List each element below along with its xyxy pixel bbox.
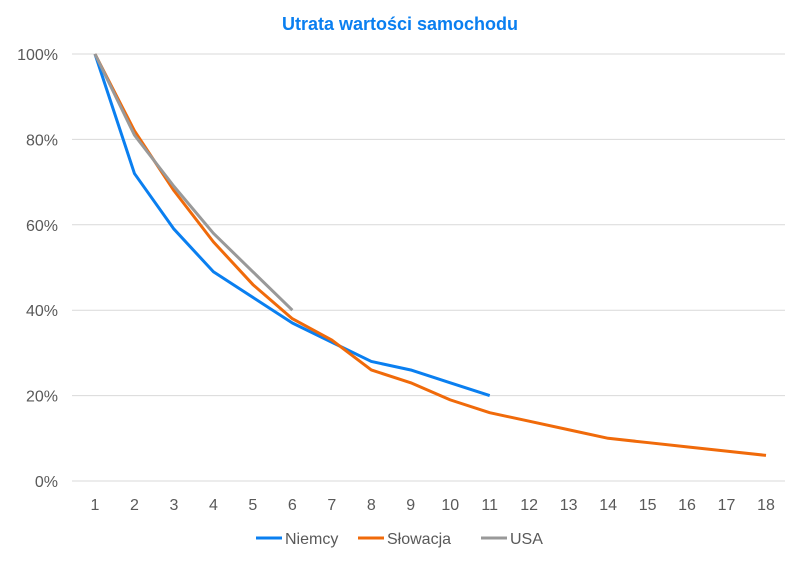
legend-label: Słowacja xyxy=(387,531,451,548)
x-tick-label: 4 xyxy=(209,497,218,514)
y-tick-label: 80% xyxy=(26,132,58,149)
x-tick-label: 9 xyxy=(406,497,415,514)
y-tick-label: 20% xyxy=(26,389,58,406)
y-tick-label: 0% xyxy=(35,474,58,491)
chart-title: Utrata wartości samochodu xyxy=(282,14,518,34)
x-tick-label: 5 xyxy=(248,497,257,514)
x-tick-label: 16 xyxy=(678,497,696,514)
series-line-słowacja xyxy=(93,53,767,457)
x-tick-label: 11 xyxy=(481,497,498,514)
x-tick-label: 7 xyxy=(327,497,336,514)
series-line-niemcy xyxy=(93,53,491,398)
x-tick-label: 3 xyxy=(169,497,178,514)
legend-label: USA xyxy=(510,531,543,548)
x-tick-label: 15 xyxy=(639,497,657,514)
series-line-usa xyxy=(93,53,294,312)
x-tick-label: 1 xyxy=(91,497,100,514)
y-tick-label: 100% xyxy=(17,47,58,64)
x-tick-label: 18 xyxy=(757,497,775,514)
x-tick-label: 13 xyxy=(560,497,578,514)
x-tick-label: 10 xyxy=(441,497,459,514)
y-tick-label: 40% xyxy=(26,303,58,320)
x-tick-label: 14 xyxy=(599,497,617,514)
legend-label: Niemcy xyxy=(285,531,338,548)
x-tick-label: 6 xyxy=(288,497,297,514)
y-tick-label: 60% xyxy=(26,218,58,235)
x-tick-label: 2 xyxy=(130,497,139,514)
x-tick-label: 8 xyxy=(367,497,376,514)
x-tick-label: 12 xyxy=(520,497,538,514)
x-tick-label: 17 xyxy=(718,497,736,514)
